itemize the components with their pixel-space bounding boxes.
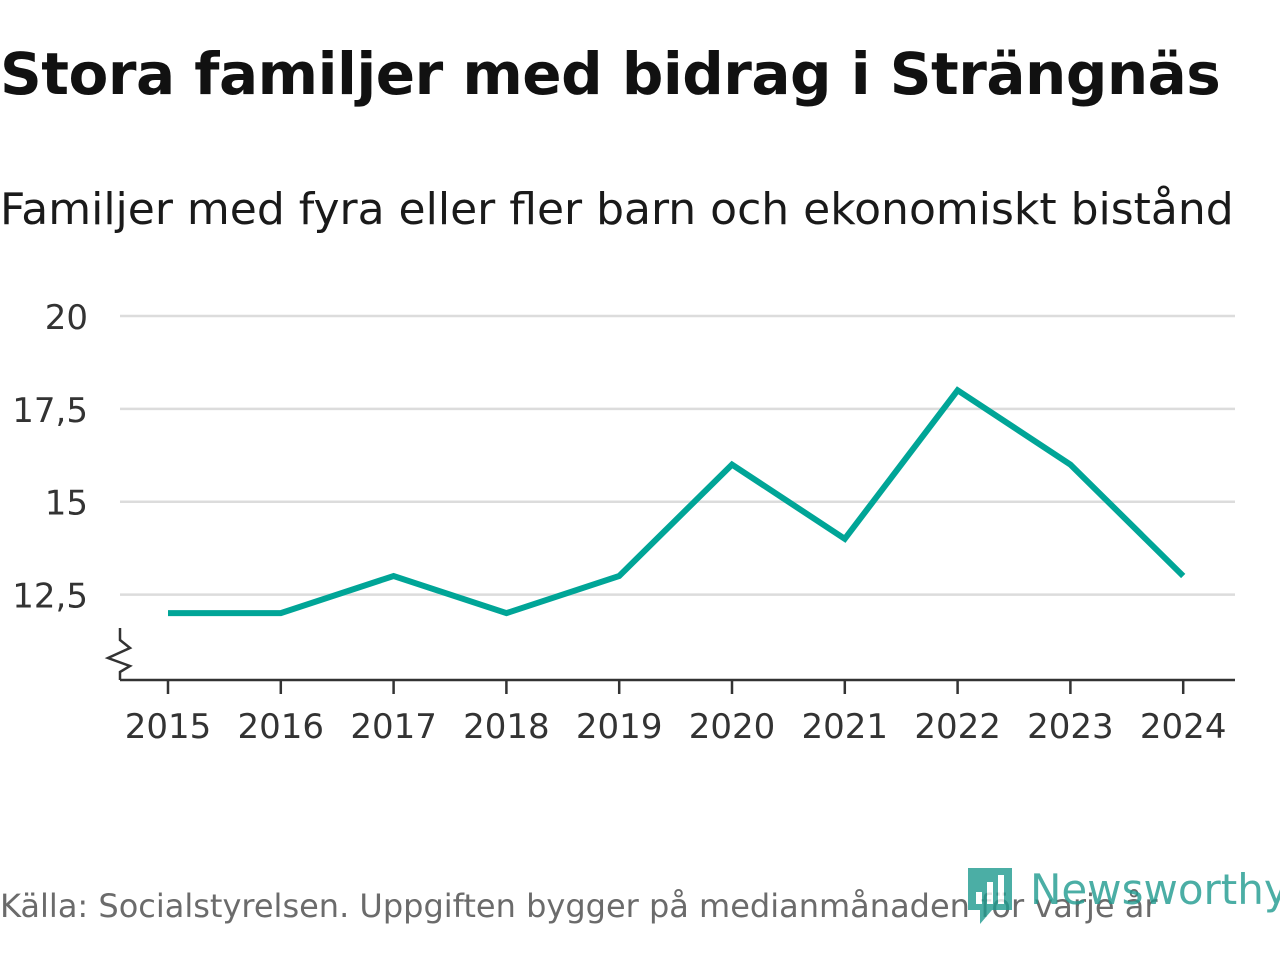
y-axis-tick-labels: 12,5 15 17,5 20 — [12, 298, 88, 617]
x-tick-label: 2021 — [802, 707, 889, 747]
x-axis — [104, 628, 1235, 682]
brand-name: Newsworthy — [1030, 865, 1280, 914]
grid-lines — [120, 314, 1235, 596]
x-tick-label: 2019 — [576, 707, 663, 747]
chart-subtitle: Familjer med fyra eller fler barn och ek… — [0, 184, 1234, 235]
y-tick-label: 12,5 — [12, 577, 88, 617]
x-tick-label: 2023 — [1027, 707, 1114, 747]
y-tick-label: 15 — [45, 484, 88, 524]
x-tick-label: 2018 — [463, 707, 550, 747]
series-layer — [168, 386, 1186, 617]
axis-break-mark — [104, 628, 133, 680]
bar-chart-icon — [968, 868, 1012, 924]
y-tick-label: 20 — [45, 298, 88, 338]
x-tick-label: 2024 — [1140, 707, 1227, 747]
chart-title: Stora familjer med bidrag i Strängnäs — [0, 40, 1221, 108]
x-tick-label: 2020 — [689, 707, 776, 747]
x-tick-label: 2017 — [350, 707, 437, 747]
x-tick-label: 2015 — [125, 707, 212, 747]
x-tick-label: 2022 — [914, 707, 1001, 747]
y-tick-label: 17,5 — [12, 391, 88, 431]
x-axis-tick-labels: 2015 2016 2017 2018 2019 2020 2021 2022 2023 2024 — [125, 680, 1227, 747]
source-note: Källa: Socialstyrelsen. Uppgiften bygger… — [0, 887, 1158, 925]
newsworthy-logo: Newsworthy — [964, 860, 1280, 926]
x-tick-label: 2016 — [238, 707, 325, 747]
series-line — [168, 386, 1186, 617]
